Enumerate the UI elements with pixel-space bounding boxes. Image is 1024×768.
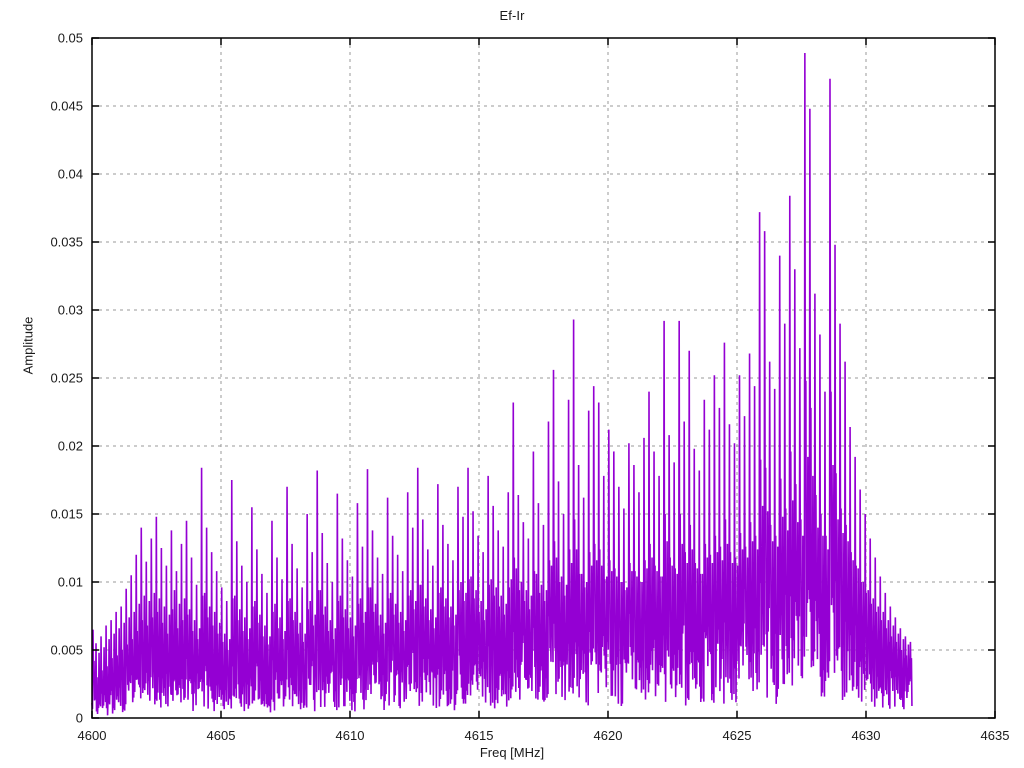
y-tick-label: 0.04	[58, 167, 83, 182]
x-tick-label: 4635	[981, 728, 1010, 743]
y-tick-label: 0.02	[58, 439, 83, 454]
x-tick-label: 4620	[594, 728, 623, 743]
axis-tick-labels: 0 0.005 0.01 0.015 0.02 0.025 0.03 0.035 0.04 0.0…	[50, 31, 1009, 744]
y-tick-label: 0.025	[50, 371, 83, 386]
x-tick-label: 4605	[207, 728, 236, 743]
x-tick-label: 4610	[336, 728, 365, 743]
y-tick-label: 0.005	[50, 643, 83, 658]
y-tick-label: 0.01	[58, 575, 83, 590]
axis-ticks	[91, 37, 996, 719]
y-tick-label: 0.035	[50, 235, 83, 250]
page-title: Ef-Ir	[499, 8, 525, 23]
x-tick-label: 4630	[852, 728, 881, 743]
y-tick-label: 0.045	[50, 99, 83, 114]
x-tick-label: 4600	[78, 728, 107, 743]
x-tick-label: 4625	[723, 728, 752, 743]
x-tick-label: 4615	[465, 728, 494, 743]
y-tick-label: 0.05	[58, 31, 83, 46]
y-tick-label: 0	[76, 711, 83, 726]
gridlines	[92, 38, 995, 718]
y-tick-label: 0.03	[58, 303, 83, 318]
spectrum-data-series	[91, 52, 913, 716]
y-tick-label: 0.015	[50, 507, 83, 522]
x-axis-label: Freq [MHz]	[479, 745, 545, 760]
